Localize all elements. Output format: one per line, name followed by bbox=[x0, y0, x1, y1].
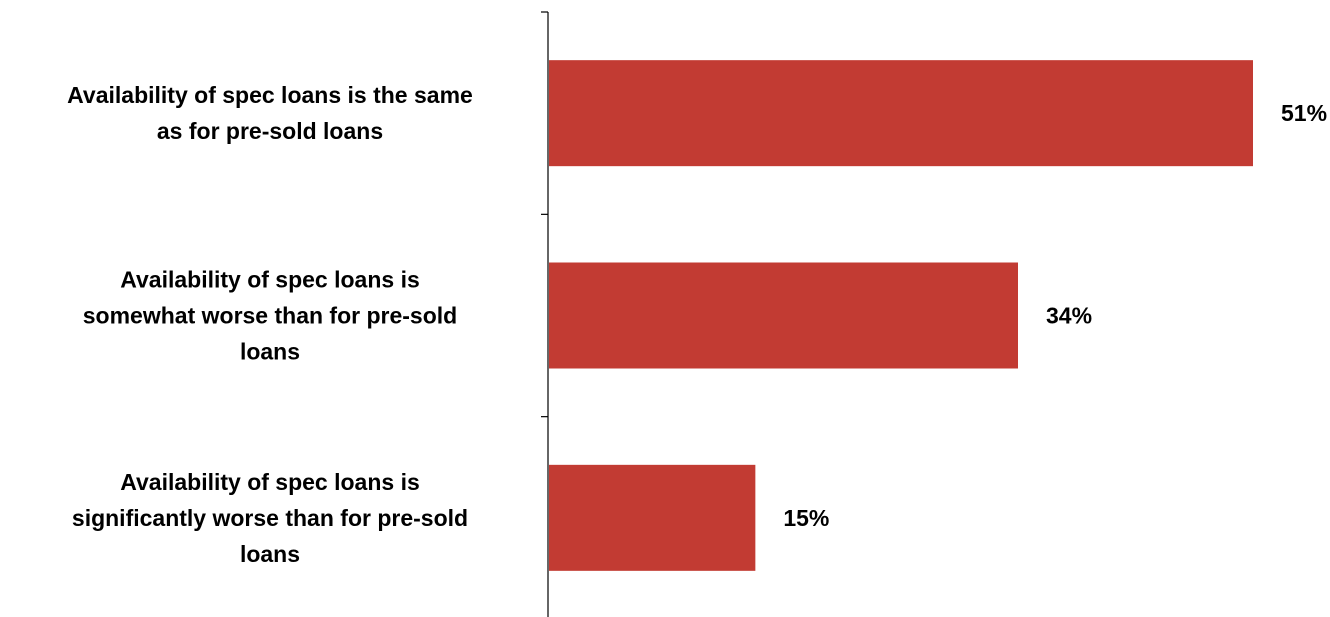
category-axis bbox=[541, 11, 549, 617]
category-label-line: Availability of spec loans is the same bbox=[67, 82, 473, 108]
data-labels: 51% 34% 15% bbox=[783, 100, 1327, 531]
category-label-line: significantly worse than for pre-sold bbox=[72, 505, 468, 531]
category-label-line: Availability of spec loans is bbox=[120, 469, 420, 495]
category-label-line: Availability of spec loans is bbox=[120, 267, 420, 293]
bar-value-label: 15% bbox=[783, 505, 829, 531]
bar bbox=[549, 262, 1018, 369]
category-label-line: as for pre-sold loans bbox=[157, 118, 383, 144]
bar-value-label: 34% bbox=[1046, 303, 1092, 329]
category-label-line: loans bbox=[240, 339, 300, 365]
bar bbox=[549, 464, 756, 571]
bars-group bbox=[549, 60, 1253, 571]
category-labels: Availability of spec loans is the same as… bbox=[67, 82, 473, 567]
category-label-line: somewhat worse than for pre-sold bbox=[83, 303, 457, 329]
bar bbox=[549, 60, 1253, 167]
category-label-line: loans bbox=[240, 541, 300, 567]
bar-value-label: 51% bbox=[1281, 100, 1327, 126]
